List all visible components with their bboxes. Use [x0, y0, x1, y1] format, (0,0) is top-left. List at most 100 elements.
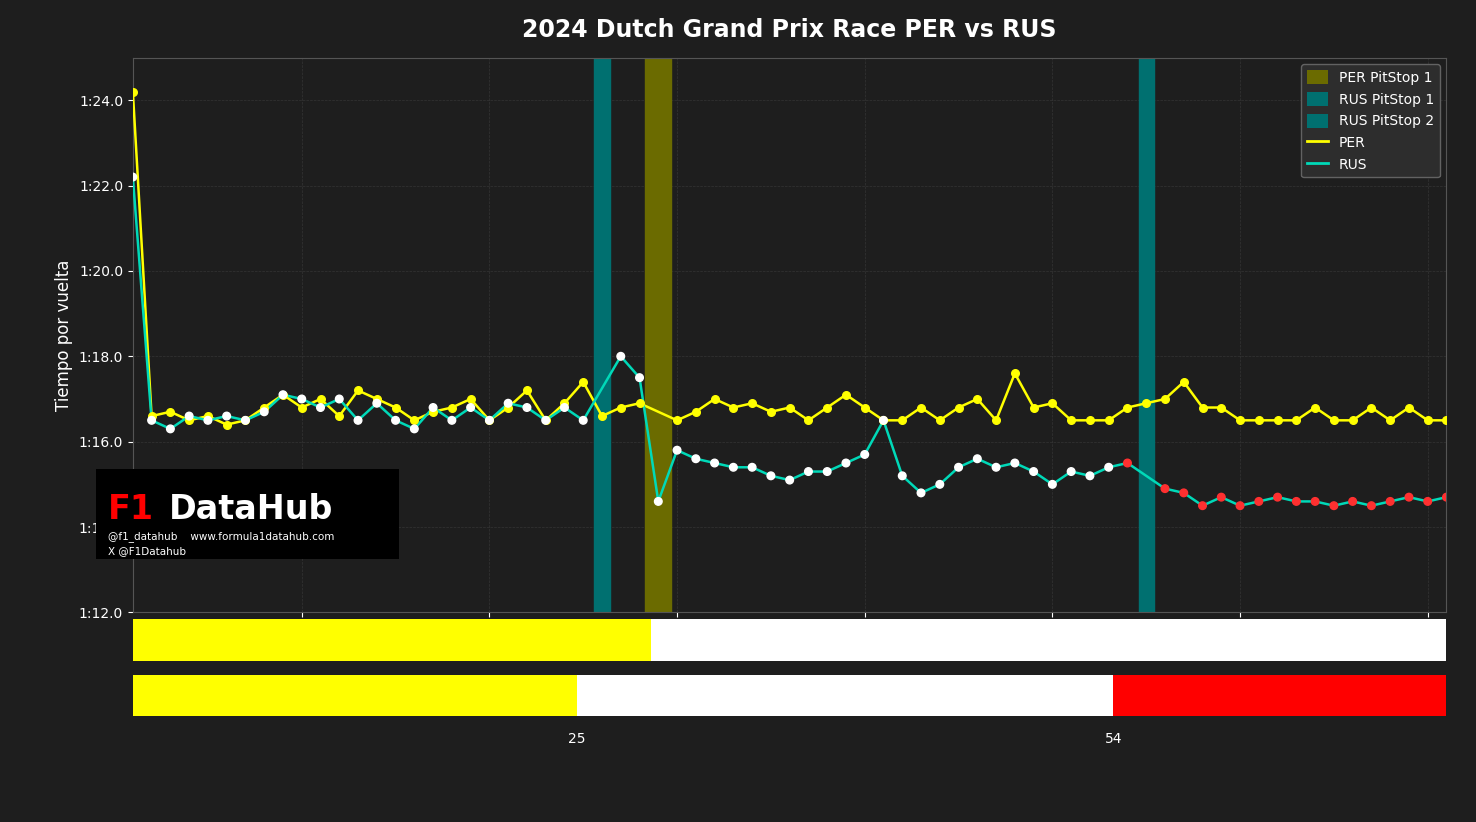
- Point: [815, 401, 838, 414]
- Point: [1284, 413, 1308, 427]
- Point: [365, 397, 388, 410]
- Point: [496, 397, 520, 410]
- Point: [252, 401, 276, 414]
- Point: [289, 392, 313, 405]
- Point: [928, 478, 952, 491]
- Point: [1340, 413, 1364, 427]
- Point: [515, 384, 539, 397]
- Point: [1172, 487, 1196, 500]
- Point: [984, 413, 1008, 427]
- Point: [872, 413, 896, 427]
- Point: [552, 401, 576, 414]
- Point: [759, 405, 782, 418]
- Point: [308, 392, 332, 405]
- Bar: [651, 619, 1446, 661]
- Point: [741, 460, 765, 473]
- Point: [1077, 469, 1101, 483]
- Point: [610, 401, 633, 414]
- Y-axis label: Tiempo por vuelta: Tiempo por vuelta: [55, 259, 74, 411]
- Point: [478, 413, 502, 427]
- Point: [741, 397, 765, 410]
- Point: [1135, 397, 1159, 410]
- Point: [252, 405, 276, 418]
- Point: [703, 456, 726, 469]
- Point: [215, 409, 239, 423]
- Point: [421, 405, 444, 418]
- Point: [328, 409, 351, 423]
- Point: [666, 413, 689, 427]
- Point: [459, 401, 483, 414]
- Point: [140, 413, 164, 427]
- Point: [1004, 456, 1027, 469]
- Point: [778, 401, 801, 414]
- Point: [421, 401, 444, 414]
- Point: [1247, 495, 1271, 508]
- Point: [1359, 499, 1383, 512]
- Point: [215, 418, 239, 432]
- Point: [1191, 401, 1215, 414]
- Point: [853, 448, 877, 461]
- Point: [1415, 495, 1439, 508]
- Point: [384, 413, 407, 427]
- Point: [347, 384, 370, 397]
- Point: [440, 401, 463, 414]
- Point: [1322, 413, 1346, 427]
- Point: [722, 401, 745, 414]
- Point: [1077, 413, 1101, 427]
- Point: [1340, 495, 1364, 508]
- Point: [403, 413, 427, 427]
- Point: [1041, 478, 1064, 491]
- Point: [1004, 367, 1027, 380]
- Point: [797, 465, 821, 478]
- Point: [272, 388, 295, 401]
- Point: [834, 388, 858, 401]
- Text: F1: F1: [108, 492, 154, 526]
- Point: [365, 392, 388, 405]
- Point: [1116, 401, 1139, 414]
- Point: [872, 413, 896, 427]
- Point: [459, 392, 483, 405]
- Point: [610, 349, 633, 363]
- Point: [1322, 499, 1346, 512]
- Bar: [595, 58, 610, 612]
- Point: [1435, 413, 1458, 427]
- Point: [233, 413, 257, 427]
- Point: [627, 371, 651, 384]
- Text: @f1_datahub    www.formula1datahub.com: @f1_datahub www.formula1datahub.com: [108, 531, 335, 542]
- Point: [1398, 491, 1421, 504]
- Text: 25: 25: [568, 732, 586, 746]
- Point: [834, 456, 858, 469]
- Point: [1359, 401, 1383, 414]
- Point: [1303, 401, 1327, 414]
- Bar: [133, 675, 577, 717]
- Point: [666, 444, 689, 457]
- Point: [1266, 413, 1290, 427]
- Point: [552, 397, 576, 410]
- Point: [1284, 495, 1308, 508]
- Point: [815, 465, 838, 478]
- Point: [909, 401, 933, 414]
- Point: [1116, 456, 1139, 469]
- Point: [328, 392, 351, 405]
- Point: [1097, 460, 1120, 473]
- Point: [797, 413, 821, 427]
- Point: [158, 405, 182, 418]
- Text: 29: 29: [642, 677, 660, 690]
- Point: [158, 423, 182, 436]
- Text: X @F1Datahub: X @F1Datahub: [108, 547, 186, 556]
- Point: [1097, 413, 1120, 427]
- Legend: PER PitStop 1, RUS PitStop 1, RUS PitStop 2, PER, RUS: PER PitStop 1, RUS PitStop 1, RUS PitSto…: [1302, 64, 1439, 178]
- Point: [946, 460, 970, 473]
- Point: [965, 452, 989, 465]
- Point: [1021, 401, 1045, 414]
- Point: [177, 409, 201, 423]
- Point: [121, 85, 145, 99]
- Point: [478, 413, 502, 427]
- Point: [683, 405, 707, 418]
- Point: [627, 397, 651, 410]
- Point: [1060, 413, 1083, 427]
- Point: [1153, 482, 1176, 495]
- Point: [384, 401, 407, 414]
- Point: [1247, 413, 1271, 427]
- Point: [1379, 413, 1402, 427]
